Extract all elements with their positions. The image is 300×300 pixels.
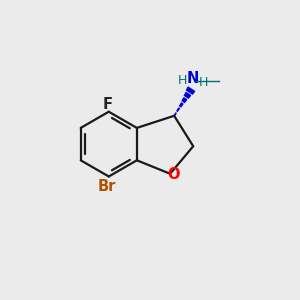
- Text: N: N: [186, 71, 199, 86]
- Text: Br: Br: [97, 179, 116, 194]
- Polygon shape: [182, 98, 187, 102]
- Text: F: F: [102, 97, 112, 112]
- Text: H: H: [178, 74, 187, 87]
- Polygon shape: [180, 103, 183, 107]
- Polygon shape: [187, 87, 195, 94]
- Text: O: O: [168, 167, 180, 182]
- Polygon shape: [184, 92, 190, 98]
- Text: H: H: [199, 76, 208, 88]
- Polygon shape: [177, 108, 179, 111]
- Polygon shape: [174, 113, 176, 116]
